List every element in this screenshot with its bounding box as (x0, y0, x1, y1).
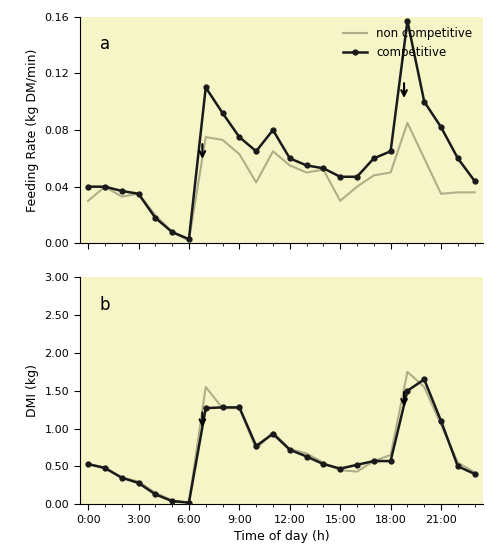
Legend: non competitive, competitive: non competitive, competitive (339, 23, 477, 64)
Y-axis label: Feeding Rate (kg DM/min): Feeding Rate (kg DM/min) (26, 48, 39, 212)
X-axis label: Time of day (h): Time of day (h) (234, 530, 329, 543)
Text: a: a (100, 35, 110, 53)
Y-axis label: DMI (kg): DMI (kg) (26, 365, 39, 417)
Text: b: b (100, 295, 111, 314)
